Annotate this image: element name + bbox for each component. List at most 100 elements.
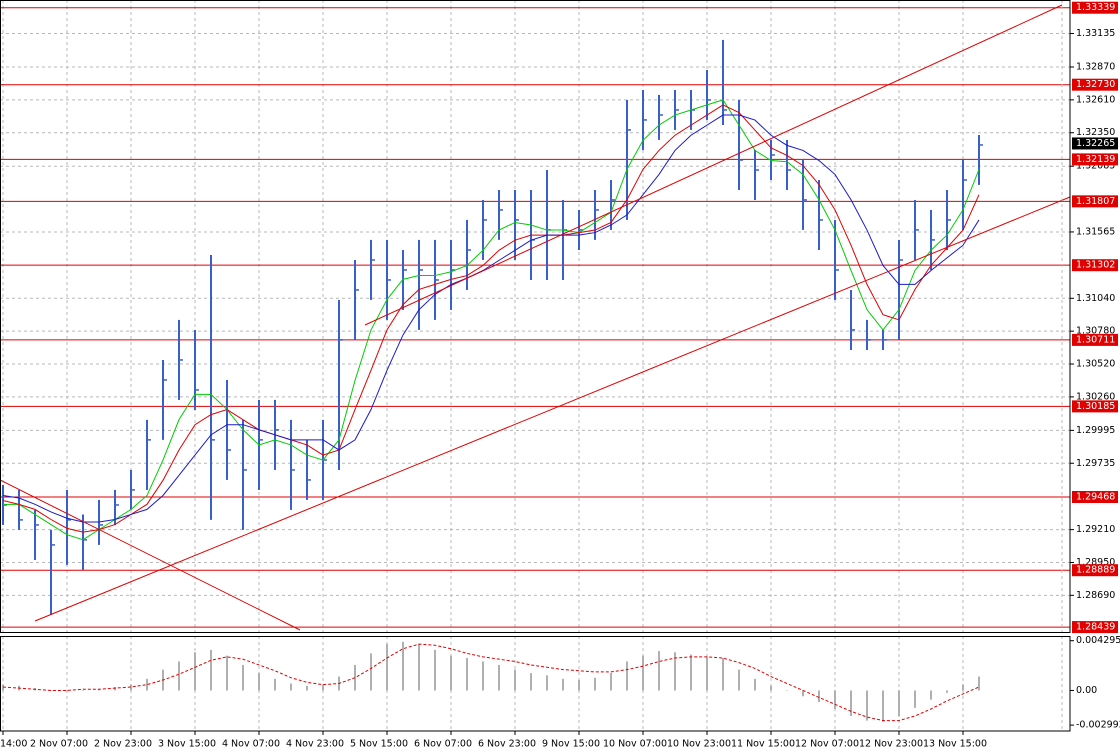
price-level-label: 1.33339: [1076, 2, 1115, 13]
x-tick-label: 14:00: [0, 739, 27, 750]
x-tick-label: 2 Nov 23:00: [94, 739, 152, 750]
macd-panel-border: [0, 636, 1071, 732]
y-tick-label: 1.29735: [1076, 458, 1115, 469]
x-tick-label: 12 Nov 23:00: [859, 739, 923, 750]
moving-average: [3, 99, 980, 541]
macd-histogram-bar: [130, 684, 132, 691]
macd-histogram-bar: [114, 686, 116, 691]
macd-histogram-bar: [530, 673, 532, 691]
macd-histogram-bar: [466, 658, 468, 691]
price-level-label: 1.30711: [1076, 334, 1115, 345]
macd-histogram-bar: [194, 652, 196, 691]
macd-histogram-bar: [754, 678, 756, 691]
macd-histogram-bar: [898, 690, 900, 716]
y-tick-label: 1.28950: [1076, 557, 1115, 568]
price-level-tag: [1072, 1, 1118, 14]
price-level-label: 1.32139: [1076, 154, 1115, 165]
macd-histogram-bar: [562, 678, 564, 691]
x-tick-label: 3 Nov 15:00: [158, 739, 216, 750]
y-tick-label: 1.32610: [1076, 94, 1115, 105]
y-tick-label: 1.32870: [1076, 61, 1115, 72]
macd-histogram-bar: [482, 661, 484, 691]
macd-histogram-bar: [626, 661, 628, 691]
price-level-tag: [1072, 78, 1118, 91]
macd-histogram-bar: [882, 690, 884, 722]
macd-histogram-bar: [370, 653, 372, 691]
macd-histogram-bar: [210, 649, 212, 691]
price-level-tag: [1072, 153, 1118, 166]
macd-histogram-bar: [82, 690, 84, 691]
price-level-label: 1.28439: [1076, 622, 1115, 633]
macd-histogram-bar: [610, 673, 612, 691]
grid: [0, 0, 1070, 731]
price-level-label: 1.32730: [1076, 79, 1115, 90]
macd-histogram-bar: [850, 690, 852, 716]
macd-y-tick-label: 0.00: [1076, 685, 1097, 696]
macd-histogram-bar: [322, 684, 324, 691]
moving-average: [2, 114, 980, 523]
price-level-label: 1.29468: [1076, 492, 1115, 503]
y-tick-label: 1.31040: [1076, 293, 1115, 304]
macd-histogram-bar: [706, 656, 708, 691]
macd-histogram-bar: [658, 651, 660, 691]
macd-histogram-bar: [178, 661, 180, 691]
price-level-tag: [1072, 564, 1118, 577]
macd-histogram-bar: [290, 683, 292, 691]
macd-histogram-bar: [50, 690, 52, 691]
x-tick-label: 9 Nov 15:00: [542, 739, 600, 750]
macd-histogram-bar: [722, 658, 724, 691]
price-level-tag: [1072, 333, 1118, 346]
trend-line: [34, 196, 1071, 622]
macd-histogram-bar: [306, 685, 308, 691]
y-tick-label: 1.28690: [1076, 590, 1115, 601]
x-tick-label: 4 Nov 07:00: [222, 739, 280, 750]
x-tick-label: 12 Nov 07:00: [795, 739, 859, 750]
macd-histogram-bar: [866, 690, 868, 721]
price-level-label: 1.28889: [1076, 565, 1115, 576]
macd-histogram-bar: [418, 644, 420, 691]
x-tick-label: 10 Nov 07:00: [603, 739, 667, 750]
macd-histogram-bar: [498, 664, 500, 691]
macd-histogram-bar: [146, 678, 148, 691]
last-price-tag: [1072, 137, 1118, 150]
y-tick-label: 1.29995: [1076, 425, 1115, 436]
macd-histogram-bar: [98, 689, 100, 691]
x-tick-label: 6 Nov 07:00: [414, 739, 472, 750]
macd-histogram-bar: [834, 690, 836, 709]
x-tick-label: 6 Nov 23:00: [478, 739, 536, 750]
y-tick-label: 1.32350: [1076, 127, 1115, 138]
macd-histogram-bar: [946, 690, 948, 693]
y-tick-label: 1.30780: [1076, 326, 1115, 337]
x-tick-label: 11 Nov 15:00: [731, 739, 795, 750]
x-tick-label: 13 Nov 15:00: [923, 739, 987, 750]
macd-histogram-bar: [514, 669, 516, 691]
y-tick-label: 1.29210: [1076, 524, 1115, 535]
trend-lines: [0, 4, 1071, 631]
macd-histogram-bar: [802, 690, 804, 697]
macd-histogram-bar: [978, 676, 980, 691]
macd-histogram-bar: [450, 655, 452, 691]
macd-histogram-bar: [258, 673, 260, 691]
macd-histogram-bar: [546, 675, 548, 691]
macd-histogram-bar: [770, 685, 772, 691]
macd-histogram-bar: [594, 677, 596, 691]
macd-histogram-bar: [242, 664, 244, 691]
price-level-tag: [1072, 491, 1118, 504]
macd-histogram-bar: [930, 690, 932, 700]
last-price-label: 1.32265: [1076, 138, 1115, 149]
price-level-label: 1.30185: [1076, 401, 1115, 412]
macd-histogram-bar: [786, 690, 788, 691]
x-tick-label: 10 Nov 23:00: [667, 739, 731, 750]
price-level-tag: [1072, 259, 1118, 272]
macd-histogram-bar: [2, 684, 4, 691]
trend-line: [0, 479, 301, 631]
price-level-tag: [1072, 195, 1118, 208]
macd-histogram-bar: [674, 652, 676, 691]
macd-histogram-bar: [642, 655, 644, 691]
macd-histogram-bar: [386, 644, 388, 691]
price-level-tag: [1072, 400, 1118, 413]
moving-average: [2, 104, 980, 533]
